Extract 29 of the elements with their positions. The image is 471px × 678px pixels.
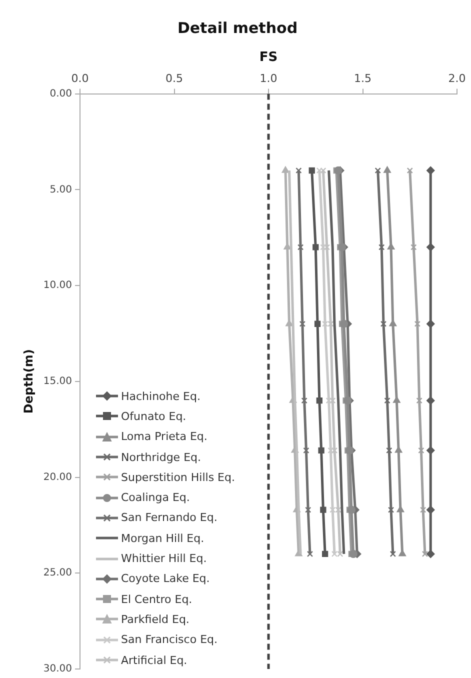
y-tick-label: 30.00 bbox=[43, 664, 72, 675]
x-tick-label: 1.0 bbox=[260, 72, 278, 86]
legend-label: Whittier Hill Eq. bbox=[121, 552, 207, 566]
x-axis-title: FS bbox=[259, 50, 278, 66]
legend-label: Superstition Hills Eq. bbox=[121, 470, 235, 484]
legend-label: Loma Prieta Eq. bbox=[121, 430, 208, 444]
y-tick-label: 10.00 bbox=[43, 280, 72, 292]
legend-label: Ofunato Eq. bbox=[121, 410, 186, 423]
legend-label: Coyote Lake Eq. bbox=[121, 572, 210, 586]
y-tick-label: 25.00 bbox=[43, 568, 72, 579]
legend-label: Coalinga Eq. bbox=[121, 491, 190, 504]
legend-label: Hachinohe Eq. bbox=[121, 390, 200, 403]
x-tick-label: 1.5 bbox=[354, 72, 372, 86]
y-axis-title: Depth(m) bbox=[21, 349, 36, 414]
y-tick-label: 0.00 bbox=[50, 88, 72, 100]
x-tick-label: 0.0 bbox=[71, 72, 89, 86]
x-tick-label: 0.5 bbox=[166, 72, 184, 86]
legend-label: El Centro Eq. bbox=[121, 592, 192, 606]
legend-label: Parkfield Eq. bbox=[121, 612, 190, 626]
legend-label: San Francisco Eq. bbox=[121, 633, 218, 646]
legend-label: San Fernando Eq. bbox=[121, 511, 218, 524]
legend-label: Artificial Eq. bbox=[121, 654, 188, 666]
legend-label: Northridge Eq. bbox=[121, 450, 202, 464]
legend-label: Morgan Hill Eq. bbox=[121, 532, 204, 545]
chart-title: Detail method bbox=[177, 18, 298, 37]
y-tick-label: 5.00 bbox=[50, 184, 72, 196]
y-tick-label: 20.00 bbox=[43, 472, 72, 483]
y-tick-label: 15.00 bbox=[43, 376, 72, 387]
x-tick-label: 2.0 bbox=[448, 72, 466, 86]
